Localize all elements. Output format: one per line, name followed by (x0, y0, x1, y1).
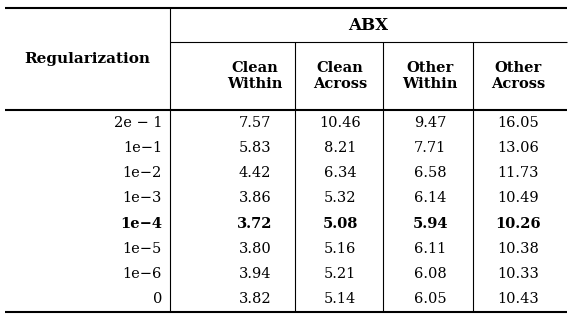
Text: 10.43: 10.43 (497, 292, 539, 306)
Text: 3.82: 3.82 (239, 292, 271, 306)
Text: 1e−4: 1e−4 (120, 217, 162, 231)
Text: 6.08: 6.08 (414, 267, 446, 281)
Text: 0: 0 (153, 292, 162, 306)
Text: 6.05: 6.05 (414, 292, 446, 306)
Text: 13.06: 13.06 (497, 141, 539, 155)
Text: 6.58: 6.58 (414, 166, 446, 180)
Text: 1e−3: 1e−3 (122, 191, 162, 205)
Text: 7.57: 7.57 (239, 116, 271, 130)
Text: 6.34: 6.34 (324, 166, 356, 180)
Text: 11.73: 11.73 (497, 166, 539, 180)
Text: Other
Within: Other Within (402, 61, 458, 91)
Text: 1e−5: 1e−5 (123, 242, 162, 256)
Text: 9.47: 9.47 (414, 116, 446, 130)
Text: 5.83: 5.83 (239, 141, 271, 155)
Text: 5.32: 5.32 (324, 191, 356, 205)
Text: 1e−2: 1e−2 (123, 166, 162, 180)
Text: 8.21: 8.21 (324, 141, 356, 155)
Text: 10.49: 10.49 (497, 191, 539, 205)
Text: 3.72: 3.72 (237, 217, 273, 231)
Text: Other
Across: Other Across (491, 61, 545, 91)
Text: 5.08: 5.08 (322, 217, 358, 231)
Text: 5.21: 5.21 (324, 267, 356, 281)
Text: 6.14: 6.14 (414, 191, 446, 205)
Text: 4.42: 4.42 (239, 166, 271, 180)
Text: 1e−6: 1e−6 (122, 267, 162, 281)
Text: 2e − 1: 2e − 1 (113, 116, 162, 130)
Text: 3.86: 3.86 (239, 191, 271, 205)
Text: 7.71: 7.71 (414, 141, 446, 155)
Text: 10.38: 10.38 (497, 242, 539, 256)
Text: ABX: ABX (348, 17, 388, 34)
Text: Regularization: Regularization (25, 52, 150, 66)
Text: 10.33: 10.33 (497, 267, 539, 281)
Text: 5.14: 5.14 (324, 292, 356, 306)
Text: 10.26: 10.26 (495, 217, 541, 231)
Text: 6.11: 6.11 (414, 242, 446, 256)
Text: Clean
Across: Clean Across (313, 61, 367, 91)
Text: 5.94: 5.94 (412, 217, 448, 231)
Text: 5.16: 5.16 (324, 242, 356, 256)
Text: 3.80: 3.80 (239, 242, 271, 256)
Text: 1e−1: 1e−1 (123, 141, 162, 155)
Text: Clean
Within: Clean Within (227, 61, 283, 91)
Text: 3.94: 3.94 (239, 267, 271, 281)
Text: 16.05: 16.05 (497, 116, 539, 130)
Text: 10.46: 10.46 (319, 116, 361, 130)
